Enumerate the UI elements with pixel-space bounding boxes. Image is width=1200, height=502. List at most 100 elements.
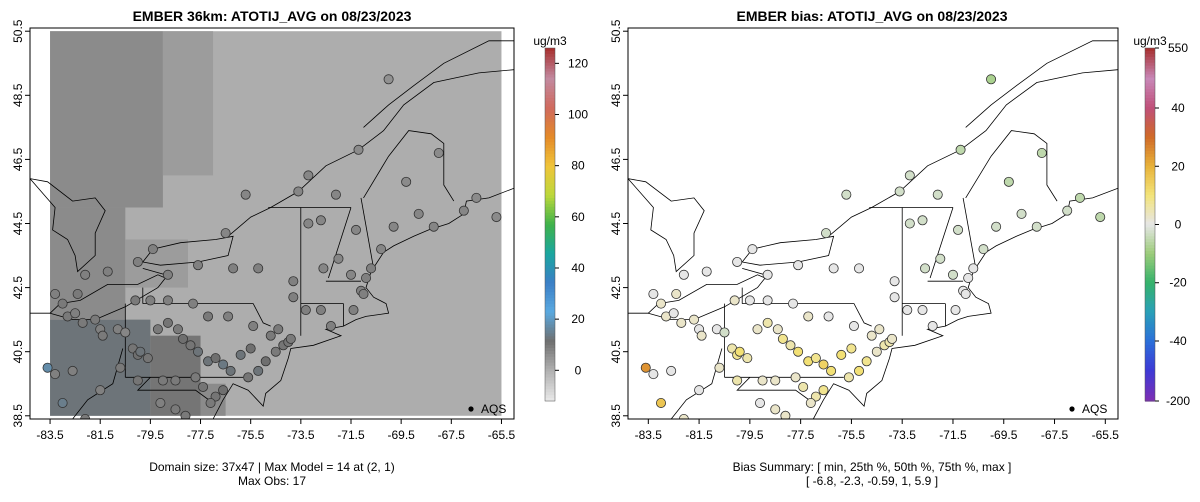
aqs-station-marker bbox=[788, 298, 799, 309]
colorbar-segment bbox=[1145, 56, 1155, 61]
colorbar-segment bbox=[545, 150, 555, 155]
aqs-station-marker bbox=[762, 269, 773, 280]
aqs-station-marker bbox=[120, 327, 131, 338]
colorbar-segment bbox=[1145, 283, 1155, 287]
colorbar-segment bbox=[545, 345, 555, 349]
state-boundary bbox=[742, 268, 766, 276]
right-plot-frame bbox=[627, 27, 1119, 420]
colorbar-segment bbox=[545, 348, 555, 352]
colorbar-segment bbox=[545, 295, 555, 299]
colorbar-segment bbox=[545, 168, 555, 173]
colorbar-segment bbox=[1145, 103, 1155, 108]
aqs-station-marker bbox=[947, 269, 958, 280]
aqs-station-marker bbox=[95, 385, 106, 396]
colorbar-segment bbox=[545, 306, 555, 311]
colorbar-segment bbox=[1145, 198, 1155, 202]
colorbar-segment bbox=[545, 398, 555, 402]
aqs-station-marker bbox=[889, 292, 900, 303]
aqs-station-marker bbox=[248, 321, 259, 332]
aqs-station-marker bbox=[805, 397, 816, 408]
colorbar-segment bbox=[1145, 389, 1155, 393]
colorbar-segment bbox=[545, 136, 555, 140]
aqs-station-marker bbox=[1162, 164, 1171, 173]
colorbar-segment bbox=[545, 165, 555, 170]
aqs-station-marker bbox=[162, 295, 173, 306]
aqs-station-marker bbox=[978, 244, 989, 255]
aqs-station-marker bbox=[228, 263, 239, 274]
colorbar-segment bbox=[545, 298, 555, 302]
aqs-station-marker bbox=[630, 168, 639, 177]
left-y-ticks: 38.5 40.5 42.5 44.5 46.5 48.5 50.5 bbox=[11, 19, 30, 427]
aqs-station-marker bbox=[1074, 192, 1085, 203]
colorbar-segment bbox=[545, 171, 555, 176]
colorbar-segment bbox=[545, 383, 555, 387]
x-tick-label: -67.5 bbox=[438, 428, 466, 442]
colorbar-segment bbox=[1145, 142, 1155, 146]
colorbar-segment bbox=[545, 162, 555, 167]
aqs-station-marker bbox=[115, 362, 126, 373]
colorbar-segment bbox=[1145, 386, 1155, 390]
colorbar-segment bbox=[1145, 159, 1155, 164]
colorbar-segment bbox=[1145, 177, 1155, 181]
colorbar-tick-label: -200 bbox=[1166, 394, 1190, 408]
colorbar-segment bbox=[1145, 356, 1155, 361]
colorbar-segment bbox=[545, 271, 555, 276]
aqs-station-marker bbox=[694, 385, 705, 396]
colorbar-segment bbox=[1145, 265, 1155, 270]
aqs-station-marker bbox=[798, 381, 809, 392]
colorbar-segment bbox=[1145, 353, 1155, 358]
aqs-station-marker bbox=[762, 295, 773, 306]
left-colorbar-frame bbox=[544, 47, 556, 402]
aqs-station-marker bbox=[861, 356, 872, 367]
x-tick-label: -69.5 bbox=[990, 428, 1018, 442]
aqs-station-marker bbox=[223, 311, 234, 322]
colorbar-segment bbox=[545, 353, 555, 358]
colorbar-segment bbox=[545, 224, 555, 229]
colorbar-segment bbox=[545, 283, 555, 287]
colorbar-segment bbox=[1145, 127, 1155, 131]
state-boundary bbox=[929, 207, 954, 279]
aqs-station-marker bbox=[770, 404, 781, 415]
colorbar-segment bbox=[1145, 318, 1155, 323]
colorbar-segment bbox=[1145, 206, 1155, 211]
aqs-station-marker bbox=[762, 317, 773, 328]
colorbar-segment bbox=[545, 280, 555, 284]
colorbar-segment bbox=[545, 177, 555, 181]
colorbar-segment bbox=[1145, 156, 1155, 161]
colorbar-segment bbox=[545, 98, 555, 102]
x-tick-label: -71.5 bbox=[939, 428, 967, 442]
colorbar-segment bbox=[1145, 162, 1155, 167]
colorbar-segment bbox=[1145, 362, 1155, 367]
left-caption-line2: Max Obs: 17 bbox=[238, 474, 306, 488]
aqs-legend-marker bbox=[1069, 406, 1075, 412]
lake-huron-outline bbox=[628, 178, 705, 273]
colorbar-segment bbox=[545, 233, 555, 237]
colorbar-segment bbox=[1145, 68, 1155, 73]
aqs-station-marker bbox=[785, 340, 796, 351]
aqs-station-marker bbox=[303, 218, 314, 229]
colorbar-segment bbox=[1145, 327, 1155, 331]
colorbar-segment bbox=[1145, 324, 1155, 329]
colorbar-segment bbox=[545, 183, 555, 187]
colorbar-segment bbox=[1145, 365, 1155, 370]
aqs-station-marker bbox=[676, 317, 687, 328]
aqs-station-marker bbox=[193, 346, 204, 357]
aqs-station-marker bbox=[1036, 147, 1047, 158]
aqs-station-marker bbox=[220, 228, 231, 239]
colorbar-segment bbox=[545, 112, 555, 117]
colorbar-segment bbox=[545, 362, 555, 367]
colorbar-segment bbox=[545, 339, 555, 343]
aqs-station-marker bbox=[288, 276, 299, 287]
colorbar-segment bbox=[1145, 392, 1155, 396]
colorbar-segment bbox=[545, 386, 555, 390]
colorbar-segment bbox=[1145, 212, 1155, 217]
state-boundary bbox=[360, 197, 374, 269]
colorbar-tick-label: 20 bbox=[1171, 159, 1185, 173]
aqs-station-marker bbox=[714, 362, 725, 373]
colorbar-segment bbox=[1145, 274, 1155, 279]
colorbar-tick-label: 20 bbox=[571, 312, 585, 326]
state-boundary bbox=[736, 377, 814, 404]
left-colorbar-gradient bbox=[545, 48, 555, 402]
colorbar-segment bbox=[545, 59, 555, 64]
